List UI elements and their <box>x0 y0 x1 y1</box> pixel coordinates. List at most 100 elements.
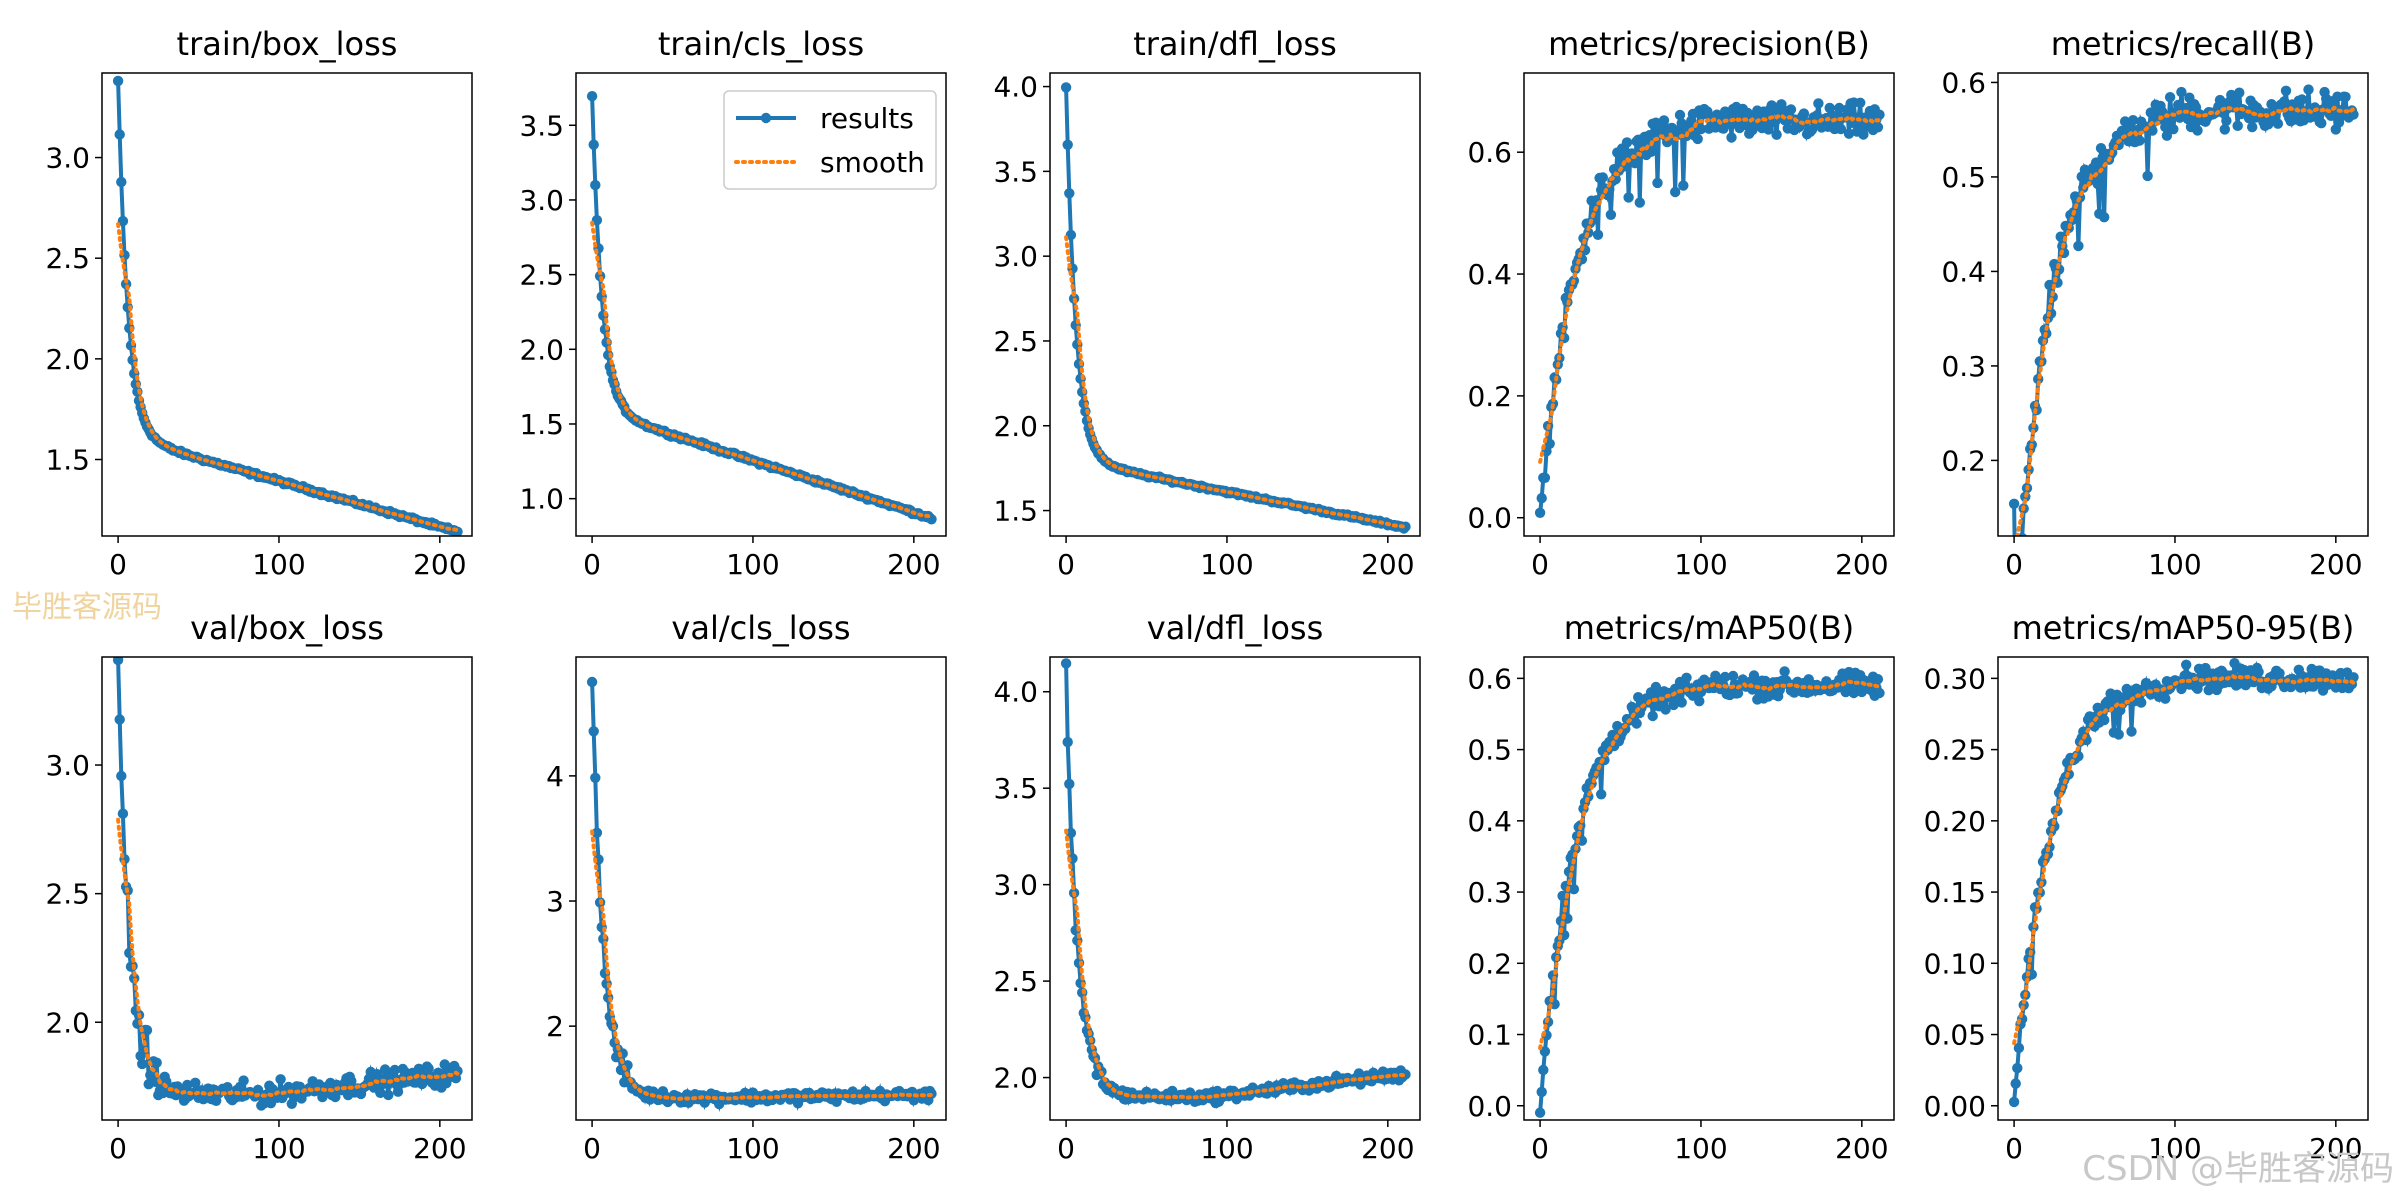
legend-smooth-label: smooth <box>820 146 925 179</box>
x-tick-label: 100 <box>252 548 305 581</box>
results-point <box>1065 827 1077 839</box>
x-tick-label: 200 <box>413 1132 466 1165</box>
results-point <box>2126 726 2137 737</box>
axes-frame <box>1523 656 1895 1121</box>
y-tick-label: 0.2 <box>1467 947 1512 980</box>
results-point <box>1848 687 1860 699</box>
x-tick-label: 100 <box>726 548 779 581</box>
results-point <box>1785 104 1797 115</box>
results-point <box>346 1075 357 1087</box>
results-point <box>2147 125 2158 136</box>
results-point <box>1062 139 1073 150</box>
x-tick-label: 0 <box>2005 1132 2023 1165</box>
subplot-5: metrics/recall(B) 0 100 200 0.2 0.3 0.4 0.5 0.6 <box>1941 25 2369 581</box>
y-tick-label: 2.0 <box>45 343 90 376</box>
results-point <box>2012 1062 2023 1074</box>
y-tick-label: 3 <box>546 885 564 918</box>
results-point <box>2303 84 2314 95</box>
results-point <box>2160 693 2171 704</box>
results-point <box>389 1064 400 1076</box>
y-tick-label: 0.15 <box>1924 876 1986 909</box>
results-point <box>2232 120 2243 131</box>
results-point <box>141 1025 153 1036</box>
x-tick-label: 0 <box>109 1132 127 1165</box>
y-tick-label: 2.0 <box>993 1062 1038 1095</box>
x-tick-label: 200 <box>887 548 940 581</box>
series-group <box>586 676 937 1113</box>
results-point <box>2134 135 2145 146</box>
results-point <box>1064 188 1075 199</box>
results-point <box>2234 87 2245 98</box>
x-tick-label: 200 <box>1361 1132 1414 1165</box>
x-tick-label: 0 <box>583 1132 601 1165</box>
results-point <box>1874 109 1885 120</box>
results-point <box>590 772 601 783</box>
subplot-8: val/dfl_loss 0 100 200 2.0 2.5 3.0 3.5 4.0 <box>993 609 1421 1165</box>
x-tick-label: 100 <box>1674 1132 1727 1165</box>
results-point <box>1536 493 1547 504</box>
results-point <box>588 726 599 737</box>
results-point <box>1060 82 1072 93</box>
results-point <box>1652 177 1663 189</box>
results-point <box>137 1058 148 1070</box>
results-point <box>190 1077 201 1089</box>
x-tick-label: 0 <box>109 548 127 581</box>
results-point <box>2181 659 2192 670</box>
results-point <box>1557 890 1568 902</box>
y-tick-label: 0.2 <box>1941 444 1986 477</box>
results-point <box>383 1089 394 1101</box>
y-tick-label: 0.4 <box>1467 805 1512 838</box>
y-tick-label: 3.0 <box>993 240 1038 273</box>
x-tick-label: 0 <box>1531 548 1549 581</box>
smooth-line <box>2012 673 2356 1046</box>
subplot-title: metrics/mAP50-95(B) <box>2012 609 2355 647</box>
axes-frame <box>1997 656 2369 1121</box>
axes-frame <box>1523 72 1895 537</box>
results-point <box>2010 1078 2021 1089</box>
results-point <box>1858 129 1869 140</box>
results-point <box>112 657 124 666</box>
y-tick-label: 0.1 <box>1467 1019 1512 1052</box>
subplot-title: train/cls_loss <box>658 25 864 63</box>
results-point <box>1835 123 1847 135</box>
results-point <box>1060 658 1072 669</box>
y-tick-label: 0.25 <box>1924 734 1986 767</box>
x-tick-label: 200 <box>1361 548 1414 581</box>
y-tick-label: 0.6 <box>1467 136 1512 169</box>
legend-results-label: results <box>820 102 914 135</box>
subplot-title: train/dfl_loss <box>1133 25 1337 63</box>
x-tick-label: 200 <box>2309 1132 2362 1165</box>
results-point <box>1676 697 1687 708</box>
axes-frame <box>1997 72 2369 537</box>
results-point <box>2296 94 2308 105</box>
y-tick-label: 0.30 <box>1924 662 1986 695</box>
results-point <box>2247 121 2258 133</box>
results-point <box>1779 666 1790 677</box>
y-tick-label: 0.4 <box>1941 255 1986 288</box>
results-point <box>2073 240 2084 252</box>
results-point <box>114 714 125 725</box>
results-point <box>1629 158 1641 169</box>
y-tick-label: 2 <box>546 1010 564 1043</box>
x-tick-label: 100 <box>2148 548 2201 581</box>
x-tick-label: 200 <box>1835 1132 1888 1165</box>
results-point <box>1065 229 1077 241</box>
x-tick-label: 200 <box>413 548 466 581</box>
results-line <box>590 681 934 1113</box>
results-point <box>112 75 124 87</box>
results-point <box>1813 98 1824 109</box>
subplot-1: train/box_loss 0 100 200 1.5 2.0 2.5 3.0 <box>45 25 473 581</box>
results-point <box>1763 124 1774 135</box>
results-point <box>1539 1046 1551 1057</box>
subplot-title: val/dfl_loss <box>1147 609 1324 647</box>
results-point <box>2099 212 2110 223</box>
smooth-line <box>1064 828 1408 1100</box>
results-line <box>1538 671 1882 1113</box>
results-point <box>423 1063 434 1074</box>
results-point <box>2161 130 2173 141</box>
y-tick-label: 1.5 <box>993 495 1038 528</box>
results-point <box>1539 472 1551 483</box>
x-tick-label: 100 <box>1674 548 1727 581</box>
smooth-line <box>1064 235 1408 529</box>
series-group <box>2008 84 2359 536</box>
